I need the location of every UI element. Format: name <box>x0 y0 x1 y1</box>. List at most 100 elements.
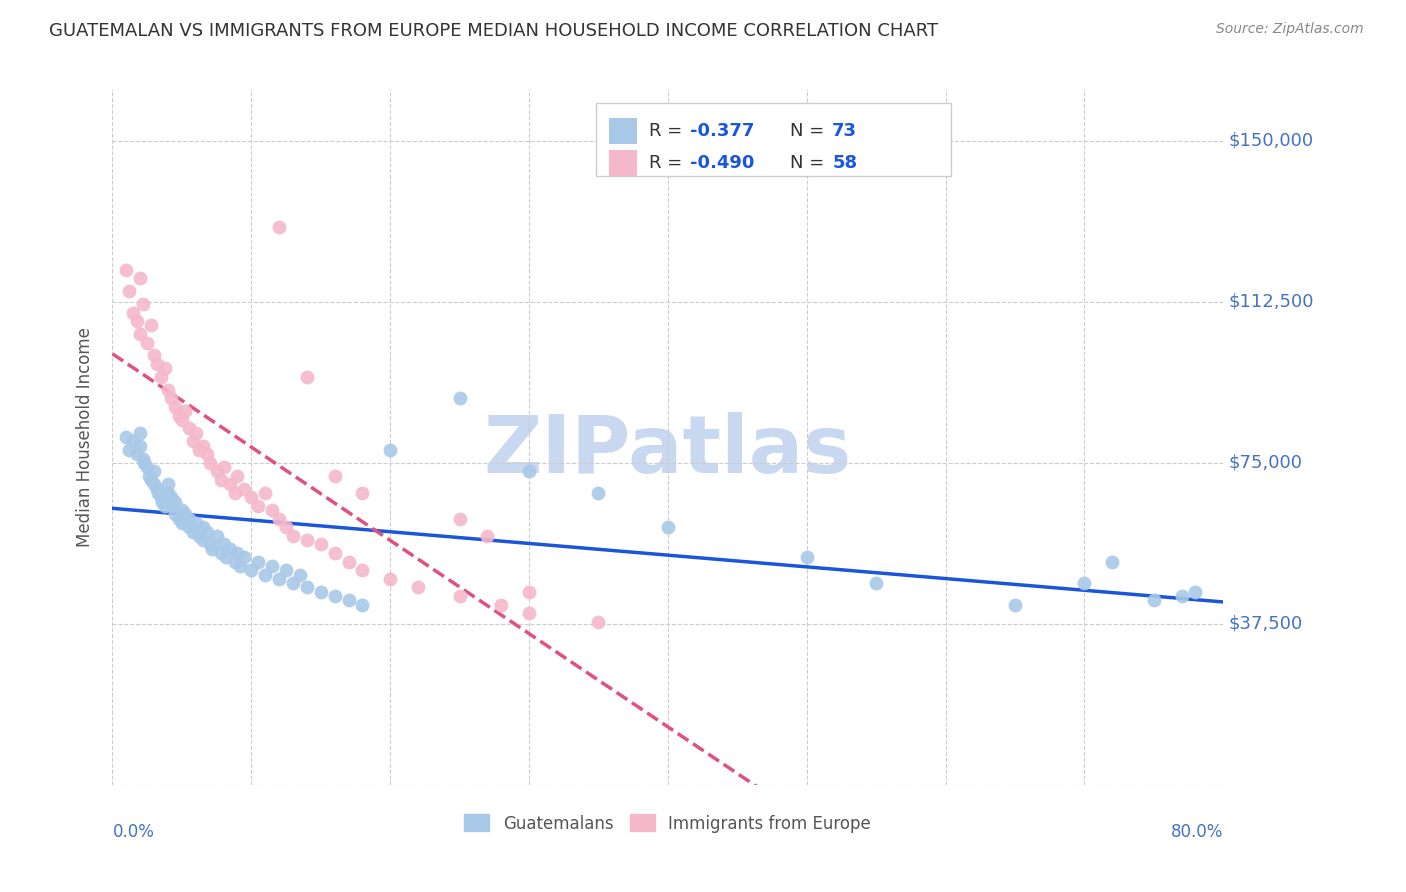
Point <box>129 326 152 341</box>
Point <box>240 490 263 504</box>
Point <box>167 409 190 423</box>
Point <box>309 537 332 551</box>
Point <box>118 284 141 298</box>
Point <box>254 486 277 500</box>
Point <box>150 370 173 384</box>
Point <box>1073 576 1095 591</box>
Point <box>262 558 284 573</box>
Point <box>143 349 166 363</box>
Point <box>477 529 499 543</box>
Point <box>187 442 209 457</box>
Point <box>191 439 214 453</box>
Point <box>177 421 200 435</box>
Point <box>247 555 270 569</box>
Point <box>191 520 214 534</box>
Point <box>127 447 149 461</box>
Point <box>1170 589 1192 603</box>
Y-axis label: Median Household Income: Median Household Income <box>76 327 94 547</box>
Text: $75,000: $75,000 <box>1229 454 1303 472</box>
Point <box>155 361 177 376</box>
Point <box>129 439 152 453</box>
Point <box>491 598 513 612</box>
Point <box>323 546 346 560</box>
Point <box>157 477 180 491</box>
Point <box>295 581 318 595</box>
Point <box>352 486 374 500</box>
Point <box>295 533 318 548</box>
Point <box>146 482 169 496</box>
Point <box>157 486 180 500</box>
Point <box>167 511 190 525</box>
Point <box>295 370 318 384</box>
Point <box>163 508 186 522</box>
Point <box>323 589 346 603</box>
Point <box>267 572 291 586</box>
Point <box>163 494 186 508</box>
Text: 73: 73 <box>832 122 858 140</box>
Point <box>115 430 138 444</box>
Point <box>796 550 818 565</box>
Point <box>219 541 242 556</box>
Text: $37,500: $37,500 <box>1229 615 1303 633</box>
Point <box>160 499 183 513</box>
Point <box>132 297 155 311</box>
Point <box>141 318 163 333</box>
Point <box>152 494 174 508</box>
Point <box>224 555 246 569</box>
Point <box>274 520 297 534</box>
Point <box>181 524 204 539</box>
Point <box>209 546 232 560</box>
Point <box>177 520 200 534</box>
Point <box>118 442 141 457</box>
Point <box>352 598 374 612</box>
Point <box>219 477 242 491</box>
Point <box>184 516 207 530</box>
Point <box>159 490 181 504</box>
Text: ZIPatlas: ZIPatlas <box>484 412 852 490</box>
Point <box>212 460 235 475</box>
Point <box>254 567 277 582</box>
Point <box>337 593 360 607</box>
Text: $112,500: $112,500 <box>1229 293 1315 310</box>
Point <box>141 473 163 487</box>
Point <box>146 357 169 371</box>
Text: 58: 58 <box>832 154 858 172</box>
Bar <box>609 118 637 145</box>
Point <box>233 550 256 565</box>
Point <box>205 529 228 543</box>
Point <box>173 508 195 522</box>
Point <box>517 465 540 479</box>
Point <box>1184 584 1206 599</box>
Point <box>163 400 186 414</box>
Point <box>157 383 180 397</box>
Point <box>226 546 249 560</box>
Point <box>143 477 166 491</box>
Point <box>1143 593 1166 607</box>
Point <box>143 465 166 479</box>
Text: Source: ZipAtlas.com: Source: ZipAtlas.com <box>1216 22 1364 37</box>
Point <box>127 314 149 328</box>
Text: 80.0%: 80.0% <box>1171 823 1223 841</box>
Point <box>173 404 195 418</box>
Point <box>337 555 360 569</box>
Point <box>449 392 471 406</box>
Point <box>198 456 221 470</box>
Text: R =: R = <box>650 154 688 172</box>
Text: GUATEMALAN VS IMMIGRANTS FROM EUROPE MEDIAN HOUSEHOLD INCOME CORRELATION CHART: GUATEMALAN VS IMMIGRANTS FROM EUROPE MED… <box>49 22 938 40</box>
Point <box>247 499 270 513</box>
Point <box>865 576 887 591</box>
Point <box>138 468 160 483</box>
Point <box>212 537 235 551</box>
Point <box>129 425 152 440</box>
Point <box>224 486 246 500</box>
Point <box>122 434 145 449</box>
Point <box>181 434 204 449</box>
Point <box>267 511 291 525</box>
Point <box>187 529 209 543</box>
Point <box>201 541 224 556</box>
Point <box>352 563 374 577</box>
Point <box>129 271 152 285</box>
Point <box>380 572 402 586</box>
Point <box>281 529 304 543</box>
Text: 0.0%: 0.0% <box>112 823 155 841</box>
